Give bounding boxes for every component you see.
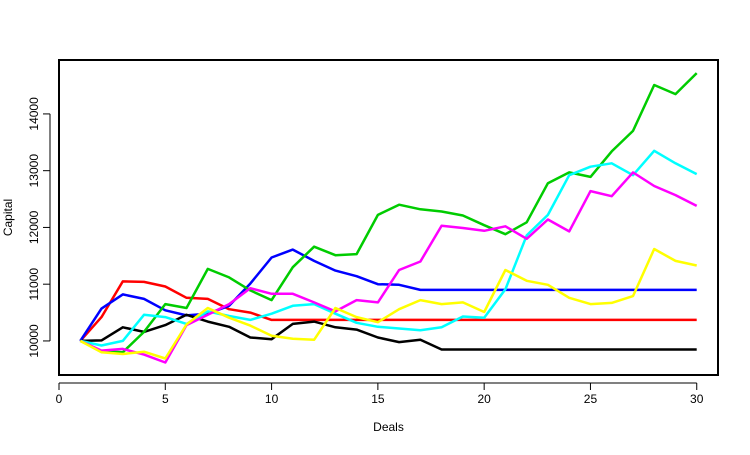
- y-axis: 10000 11000 12000 13000 14000: [27, 97, 51, 358]
- y-tick-label: 12000: [27, 210, 41, 244]
- x-tick-label: 5: [162, 392, 169, 406]
- x-tick-label: 10: [265, 392, 279, 406]
- series-line-1: [79, 280, 697, 342]
- y-tick-label: 11000: [27, 268, 41, 301]
- series-line-3: [80, 313, 697, 351]
- x-axis-label: Deals: [373, 420, 404, 434]
- series-line-6: [79, 171, 698, 364]
- x-tick-label: 20: [477, 392, 491, 406]
- x-tick-label: 30: [690, 392, 704, 406]
- series-layer: [79, 72, 698, 364]
- series-line-5: [80, 149, 698, 347]
- x-axis: 0 5 10 15 20 25 30: [56, 382, 704, 406]
- y-tick-label: 10000: [27, 324, 41, 358]
- series-line-7: [79, 247, 697, 360]
- plot-area-frame: [58, 59, 719, 376]
- y-axis-label: Capital: [1, 199, 15, 236]
- x-tick-label: 15: [371, 392, 385, 406]
- series-line-4: [79, 72, 698, 354]
- x-tick-label: 0: [56, 392, 63, 406]
- x-tick-label: 25: [584, 392, 598, 406]
- y-tick-label: 14000: [27, 97, 41, 131]
- y-tick-label: 13000: [27, 154, 41, 188]
